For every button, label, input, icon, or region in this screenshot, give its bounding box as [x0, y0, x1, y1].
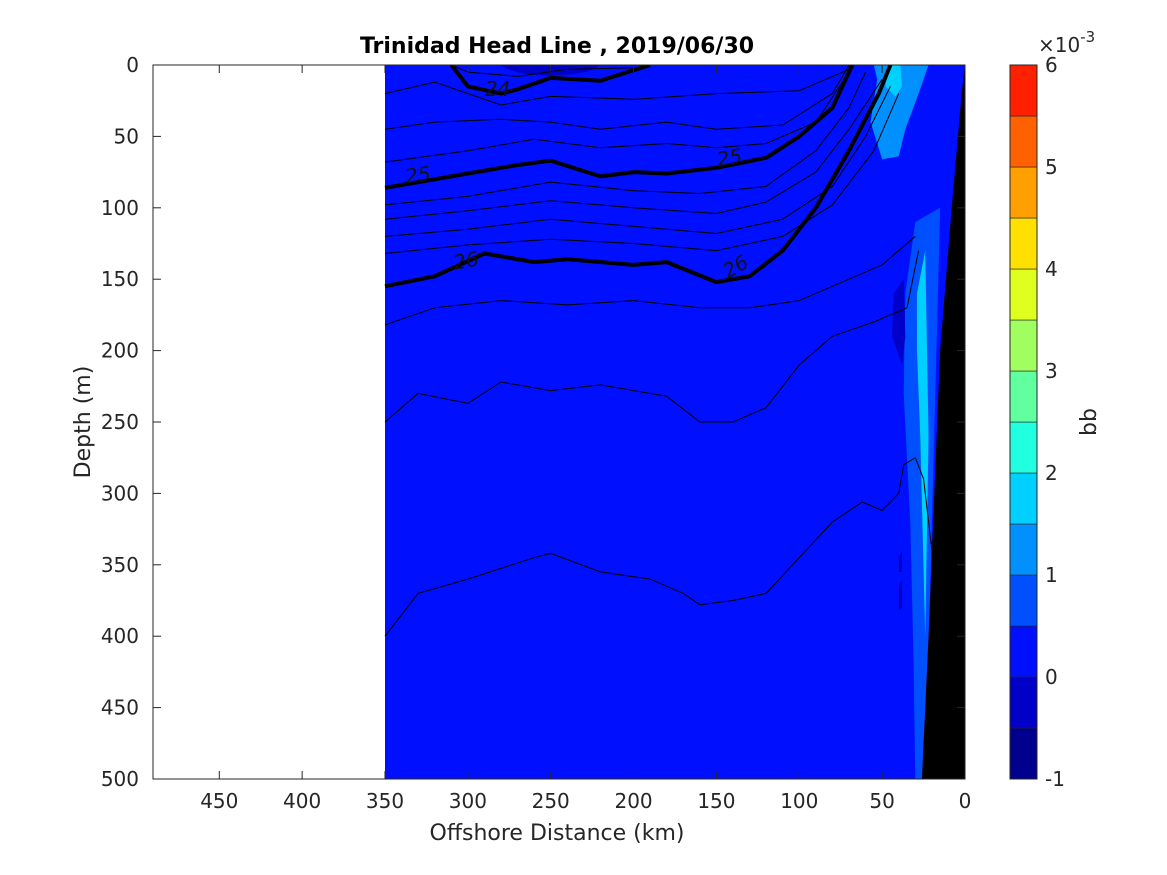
colorbar-tick-label: 0 — [1045, 665, 1058, 689]
contour-label: 25 — [715, 144, 744, 172]
y-tick-label: 500 — [101, 767, 139, 791]
x-tick-label: 100 — [780, 789, 818, 813]
x-tick-label: 450 — [200, 789, 238, 813]
colorbar-frame — [1009, 64, 1038, 780]
colorbar-tick-label: 4 — [1045, 257, 1058, 281]
x-tick-label: 0 — [959, 789, 972, 813]
contour-label: 25 — [404, 161, 433, 188]
boundary-high-core — [916, 250, 929, 637]
colorbar-tick-label: 3 — [1045, 359, 1058, 383]
density-contour — [451, 65, 634, 77]
x-axis: 450 400 350 300 250 200 150 100 50 0 — [200, 65, 971, 813]
contour-label: 24 — [485, 77, 510, 101]
colorbar-tick-label: 2 — [1045, 461, 1058, 485]
y-tick-label: 300 — [101, 481, 139, 505]
colorbar-exponent-power: -3 — [1080, 28, 1095, 46]
y-tick-label: 400 — [101, 624, 139, 648]
field-background — [385, 65, 965, 779]
density-contour — [384, 93, 900, 254]
x-tick-label: 350 — [366, 789, 404, 813]
colorbar-segment — [1009, 370, 1038, 423]
x-tick-label: 50 — [869, 789, 894, 813]
y-tick-label: 150 — [101, 267, 139, 291]
density-contour-bold — [384, 65, 855, 190]
colorbar-exponent-base: ×10 — [1038, 33, 1080, 57]
y-tick-label: 0 — [126, 53, 139, 77]
density-contour-bold — [449, 65, 651, 96]
colorbar-segment — [1009, 676, 1038, 729]
seafloor — [921, 65, 965, 779]
colorbar-segment — [1009, 115, 1038, 168]
y-tick-label: 350 — [101, 553, 139, 577]
mid-depth-low-patch — [892, 279, 906, 365]
colorbar-tick-label: 5 — [1045, 155, 1058, 179]
filled-contour-field — [385, 65, 965, 779]
colorbar-segment — [1009, 421, 1038, 474]
density-contour — [384, 71, 850, 163]
y-axis-label: Depth (m) — [71, 366, 96, 479]
y-tick-label: 100 — [101, 196, 139, 220]
y-tick-label: 50 — [114, 124, 139, 148]
density-contour — [384, 68, 850, 106]
density-contour — [384, 457, 936, 637]
density-contour — [384, 236, 916, 326]
y-tick-label: 250 — [101, 410, 139, 434]
colorbar-segment — [1009, 268, 1038, 321]
colorbar-tick-label: 1 — [1045, 563, 1058, 587]
density-contour-bold — [384, 65, 893, 289]
density-contour — [384, 86, 891, 237]
y-tick-label: 450 — [101, 696, 139, 720]
y-tick-label: 200 — [101, 339, 139, 363]
density-contour — [384, 79, 883, 220]
density-contour — [384, 65, 850, 130]
colorbar-segment — [1009, 217, 1038, 270]
colorbar-segment — [1009, 574, 1038, 627]
y-axis: 0 50 100 150 200 250 300 350 400 450 500 — [101, 53, 965, 791]
density-contours — [384, 65, 936, 637]
colorbar-segment — [1009, 727, 1038, 780]
colorbar-tick-label: 6 — [1045, 53, 1058, 77]
small-low-blob — [898, 550, 903, 572]
contour-label: 26 — [451, 247, 480, 275]
small-low-blob — [898, 579, 903, 611]
x-tick-label: 250 — [532, 789, 570, 813]
colorbar-segment — [1009, 625, 1038, 678]
colorbar-segment — [1009, 64, 1038, 117]
chart-title: Trinidad Head Line , 2019/06/30 — [360, 34, 754, 59]
x-tick-label: 200 — [614, 789, 652, 813]
colorbar-segment — [1009, 472, 1038, 525]
x-axis-label: Offshore Distance (km) — [430, 821, 685, 846]
surface-plume — [870, 65, 929, 160]
x-tick-label: 300 — [449, 789, 487, 813]
x-tick-label: 150 — [697, 789, 735, 813]
colorbar-tick-label: -1 — [1045, 767, 1065, 791]
colorbar-exponent: ×10-3 — [1038, 28, 1095, 57]
x-tick-label: 400 — [283, 789, 321, 813]
colorbar-segment — [1009, 166, 1038, 219]
colorbar: 6 5 4 3 2 1 0 -1 — [1009, 53, 1065, 791]
density-contour — [384, 71, 867, 206]
colorbar-segment — [1009, 319, 1038, 372]
colorbar-label: bb — [1077, 408, 1102, 436]
density-contour — [384, 250, 920, 423]
colorbar-segment — [1009, 523, 1038, 576]
